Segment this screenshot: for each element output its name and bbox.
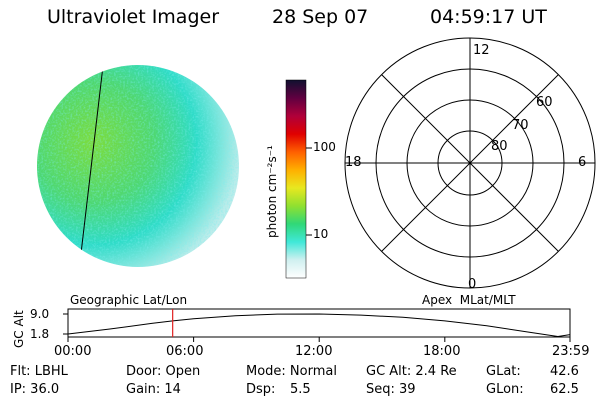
altitude-series-line xyxy=(67,313,571,338)
status-glat-value: 42.6 xyxy=(550,364,579,379)
status-dsp-value: 5.5 xyxy=(290,382,311,397)
altitude-ytick-label-top: 9.0 xyxy=(30,307,50,321)
colorbar xyxy=(285,79,312,279)
polar-label-12: 12 xyxy=(473,43,490,58)
polar-label-6: 6 xyxy=(578,155,587,170)
geographic-label: Geographic Lat/Lon xyxy=(70,293,188,307)
status-glat-label: GLat: xyxy=(486,364,521,379)
colorbar-tick-label-100: 100 xyxy=(313,140,336,154)
altitude-xticks xyxy=(67,337,571,342)
polar-label-18: 18 xyxy=(345,155,362,170)
status-gc-alt: GC Alt: 2.4 Re xyxy=(366,364,457,379)
altitude-xtick-label-2: 12:00 xyxy=(295,344,333,359)
polar-diagonal-2 xyxy=(381,74,559,252)
polar-label-0: 0 xyxy=(468,277,477,292)
time-label: 04:59:17 UT xyxy=(430,6,547,28)
status-filter: Flt: LBHL xyxy=(10,364,68,379)
polar-lat-label-60: 60 xyxy=(536,95,553,110)
status-mode: Mode: Normal xyxy=(246,364,337,379)
altitude-xtick-label-0: 00:00 xyxy=(54,344,92,359)
colorbar-label: photon cm⁻²s⁻¹ xyxy=(265,145,279,238)
status-gain: Gain: 14 xyxy=(126,382,181,397)
instrument-title: Ultraviolet Imager xyxy=(47,6,220,28)
status-door: Door: Open xyxy=(126,364,201,379)
altitude-chart-frame xyxy=(67,308,571,338)
altitude-ytick-label-bottom: 1.8 xyxy=(30,327,50,341)
status-ip: IP: 36.0 xyxy=(10,382,60,397)
altitude-xtick-label-1: 06:00 xyxy=(166,344,204,359)
date-label: 28 Sep 07 xyxy=(272,6,369,28)
polar-plot xyxy=(344,37,596,289)
status-dsp-label: Dsp: xyxy=(246,382,276,397)
colorbar-tick-label-10: 10 xyxy=(313,227,329,241)
altitude-ylabel: GC Alt xyxy=(12,310,26,348)
status-glon-value: 62.5 xyxy=(550,382,579,397)
status-seq: Seq: 39 xyxy=(366,382,416,397)
uv-image-disc xyxy=(37,65,239,267)
polar-lat-label-80: 80 xyxy=(491,139,508,154)
altitude-chart xyxy=(63,308,571,342)
altitude-xtick-label-3: 18:00 xyxy=(423,344,461,359)
apex-label: Apex MLat/MLT xyxy=(422,293,516,307)
terminator-line xyxy=(79,65,104,263)
polar-lat-label-70: 70 xyxy=(512,118,529,133)
colorbar-strip xyxy=(285,79,307,279)
status-glon-label: GLon: xyxy=(486,382,524,397)
altitude-xtick-label-4: 23:59 xyxy=(552,344,590,359)
